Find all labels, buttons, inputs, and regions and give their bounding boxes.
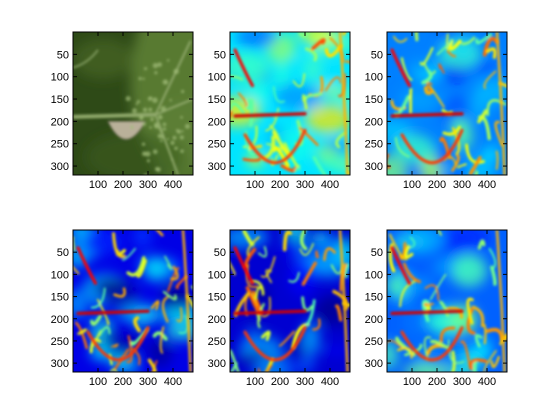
axes-box (72, 229, 194, 373)
x-tick-label: 200 (114, 179, 132, 191)
x-tick-label: 200 (428, 179, 446, 191)
y-tick-label: 300 (208, 358, 226, 370)
y-tick-label: 100 (51, 269, 69, 281)
x-tick-label: 100 (403, 179, 421, 191)
axes-box (229, 31, 351, 176)
y-tick-label: 250 (51, 336, 69, 348)
y-tick-label: 200 (365, 314, 383, 326)
panel-bottom-left: 100 200 300 400 50 100 150 200 250 300 (51, 229, 194, 388)
panel-top-left: 100 200 300 400 50 100 150 200 250 300 (51, 31, 194, 191)
x-tick-label: 300 (296, 376, 314, 388)
x-tick-label: 200 (271, 179, 289, 191)
x-tick-label: 300 (453, 179, 471, 191)
x-tick-label: 400 (478, 179, 496, 191)
y-tick-label: 50 (57, 247, 69, 259)
y-tick-label: 300 (365, 161, 383, 173)
x-tick-label: 200 (271, 376, 289, 388)
panel-top-right: 100 200 300 400 50 100 150 200 250 300 (365, 31, 508, 191)
panel-top-center: 100 200 300 400 50 100 150 200 250 300 (208, 31, 351, 191)
y-tick-label: 150 (208, 292, 226, 304)
panel-image (73, 230, 193, 372)
x-tick-label: 300 (296, 179, 314, 191)
y-tick-label: 100 (51, 72, 69, 84)
panel-bottom-right: 100 200 300 400 50 100 150 200 250 300 (365, 229, 508, 388)
x-tick-label: 400 (478, 376, 496, 388)
y-tick-label: 200 (208, 116, 226, 128)
x-tick-label: 100 (246, 179, 264, 191)
y-tick-label: 50 (57, 49, 69, 61)
y-tick-label: 300 (51, 358, 69, 370)
y-tick-label: 100 (365, 72, 383, 84)
panel-image (230, 32, 350, 175)
y-tick-label: 50 (371, 49, 383, 61)
y-tick-label: 250 (365, 336, 383, 348)
y-tick-label: 250 (208, 139, 226, 151)
y-tick-label: 250 (208, 336, 226, 348)
y-tick-label: 100 (365, 269, 383, 281)
x-tick-label: 400 (321, 179, 339, 191)
axes-box (386, 31, 508, 176)
axes-box (386, 229, 508, 373)
x-tick-label: 100 (246, 376, 264, 388)
y-tick-label: 150 (51, 292, 69, 304)
y-tick-label: 150 (365, 94, 383, 106)
y-tick-label: 200 (51, 116, 69, 128)
y-tick-label: 150 (51, 94, 69, 106)
panel-image (387, 230, 507, 372)
x-tick-label: 400 (164, 179, 182, 191)
y-tick-label: 100 (208, 269, 226, 281)
x-tick-label: 300 (453, 376, 471, 388)
y-tick-label: 300 (208, 161, 226, 173)
x-tick-label: 400 (164, 376, 182, 388)
panel-image (73, 32, 193, 175)
y-tick-label: 300 (51, 161, 69, 173)
y-tick-label: 50 (214, 49, 226, 61)
y-tick-label: 300 (365, 358, 383, 370)
panel-image (230, 230, 350, 372)
y-tick-label: 50 (214, 247, 226, 259)
y-tick-label: 200 (51, 314, 69, 326)
y-tick-label: 50 (371, 247, 383, 259)
x-tick-label: 100 (89, 376, 107, 388)
y-tick-label: 100 (208, 72, 226, 84)
x-tick-label: 300 (139, 179, 157, 191)
axes-box (72, 31, 194, 176)
panel-image (387, 32, 507, 175)
panel-bottom-center: 100 200 300 400 50 100 150 200 250 300 (208, 229, 351, 388)
x-tick-label: 400 (321, 376, 339, 388)
y-tick-label: 150 (365, 292, 383, 304)
x-tick-label: 100 (89, 179, 107, 191)
y-tick-label: 250 (51, 139, 69, 151)
y-tick-label: 250 (365, 139, 383, 151)
y-tick-label: 200 (208, 314, 226, 326)
x-tick-label: 100 (403, 376, 421, 388)
x-tick-label: 200 (428, 376, 446, 388)
x-tick-label: 200 (114, 376, 132, 388)
y-tick-label: 200 (365, 116, 383, 128)
x-tick-label: 300 (139, 376, 157, 388)
axes-box (229, 229, 351, 373)
y-tick-label: 150 (208, 94, 226, 106)
